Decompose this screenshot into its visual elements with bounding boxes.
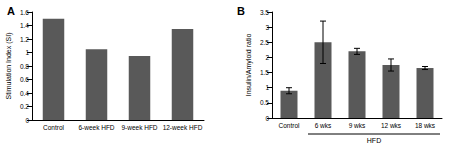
svg-text:1.2: 1.2 bbox=[20, 36, 29, 43]
svg-text:Stimulation Index (SI): Stimulation Index (SI) bbox=[5, 33, 13, 100]
svg-text:1.5: 1.5 bbox=[260, 69, 269, 76]
svg-text:0.6: 0.6 bbox=[20, 76, 29, 83]
svg-text:1.4: 1.4 bbox=[20, 22, 29, 29]
svg-text:6 wks: 6 wks bbox=[315, 122, 332, 129]
svg-text:9 wks: 9 wks bbox=[349, 122, 366, 129]
svg-text:1: 1 bbox=[25, 49, 29, 56]
svg-text:0.8: 0.8 bbox=[20, 63, 29, 70]
svg-text:Insulin/Amyloid ratio: Insulin/Amyloid ratio bbox=[245, 34, 253, 97]
svg-text:0: 0 bbox=[25, 117, 29, 124]
svg-text:3: 3 bbox=[265, 24, 269, 31]
svg-text:2.5: 2.5 bbox=[260, 39, 269, 46]
svg-text:Control: Control bbox=[279, 122, 301, 129]
svg-text:Control: Control bbox=[43, 124, 65, 131]
svg-text:1.6: 1.6 bbox=[20, 9, 29, 16]
svg-text:12-week HFD: 12-week HFD bbox=[163, 124, 203, 131]
svg-text:0.5: 0.5 bbox=[260, 99, 269, 106]
svg-text:0: 0 bbox=[265, 115, 269, 122]
svg-text:1: 1 bbox=[265, 84, 269, 91]
svg-text:18 wks: 18 wks bbox=[415, 122, 436, 129]
svg-text:3.5: 3.5 bbox=[260, 9, 269, 16]
svg-text:0.2: 0.2 bbox=[20, 103, 29, 110]
svg-text:HFD: HFD bbox=[367, 137, 381, 144]
svg-text:A: A bbox=[7, 5, 15, 17]
svg-text:9-week HFD: 9-week HFD bbox=[121, 124, 157, 131]
svg-text:2: 2 bbox=[265, 54, 269, 61]
svg-text:12 wks: 12 wks bbox=[381, 122, 402, 129]
svg-text:6-week HFD: 6-week HFD bbox=[78, 124, 114, 131]
svg-text:B: B bbox=[237, 5, 245, 17]
svg-text:0.4: 0.4 bbox=[20, 90, 29, 97]
